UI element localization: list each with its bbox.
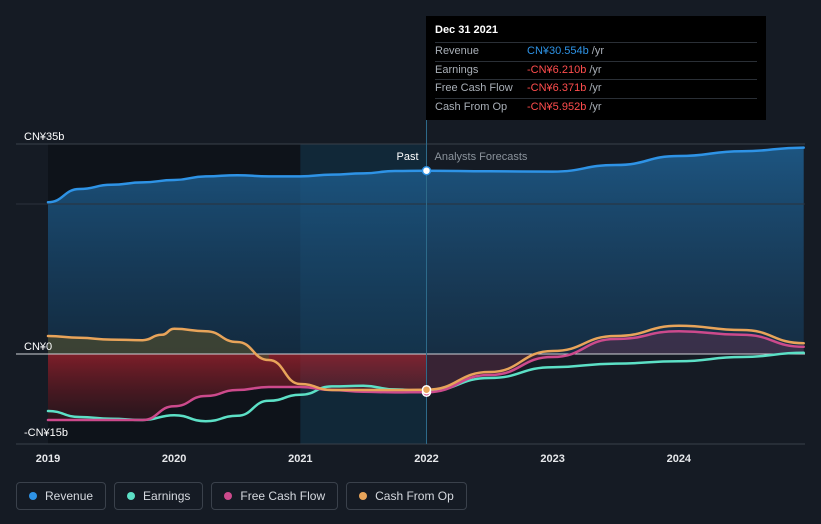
legend: Revenue Earnings Free Cash Flow Cash From O… (16, 482, 467, 510)
legend-label: Earnings (143, 489, 191, 503)
tooltip-row-unit: /yr (589, 63, 602, 76)
x-tick-label: 2021 (288, 453, 312, 465)
tooltip-row: Cash From Op -CN¥5.952b/yr (435, 97, 757, 117)
y-tick-label: CN¥0 (24, 341, 52, 353)
cfo-area (48, 328, 269, 360)
legend-label: Revenue (45, 489, 94, 503)
fcf-forecast-area (426, 331, 804, 393)
x-tick-label: 2019 (36, 453, 60, 465)
revenue-area (48, 147, 804, 354)
tooltip-row-unit: /yr (589, 100, 602, 113)
x-tick-label: 2023 (540, 453, 564, 465)
tooltip-row-value: -CN¥5.952b (527, 100, 587, 113)
loss-area (48, 354, 427, 420)
x-tick-label: 2022 (414, 453, 438, 465)
tooltip-row-value: CN¥30.554b (527, 45, 589, 57)
x-tick-label: 2024 (667, 453, 692, 465)
y-tick-label: CN¥35b (24, 131, 64, 143)
tooltip-row-name: Revenue (435, 45, 480, 57)
tooltip: Dec 31 2021 Revenue CN¥30.554b/yr Earnings… (426, 16, 766, 120)
tooltip-date: Dec 31 2021 (435, 24, 498, 36)
legend-item-revenue[interactable]: Revenue (16, 482, 107, 510)
tooltip-row: Free Cash Flow -CN¥6.371b/yr (435, 79, 757, 98)
tooltip-row: Revenue CN¥30.554b/yr (435, 42, 757, 61)
revenue-line (46, 146, 805, 204)
free-cash-flow-line (46, 329, 805, 422)
legend-label: Cash From Op (375, 489, 454, 503)
revenue-marker (421, 165, 432, 176)
legend-dot-icon (359, 492, 368, 500)
legend-item-earnings[interactable]: Earnings (114, 482, 204, 510)
tooltip-row-unit: /yr (589, 82, 602, 94)
tooltip-row-value: -CN¥6.371b (527, 82, 587, 94)
legend-item-free-cash-flow[interactable]: Free Cash Flow (211, 482, 339, 510)
cash-from-op-line (46, 324, 805, 392)
legend-dot-icon (29, 492, 37, 500)
x-tick-label: 2020 (162, 453, 186, 465)
tooltip-row-value: -CN¥6.210b (527, 63, 587, 76)
tooltip-row-name: Earnings (435, 63, 479, 76)
legend-label: Free Cash Flow (240, 489, 326, 503)
cash-from-op-marker (421, 384, 432, 395)
tooltip-row: Earnings -CN¥6.210b/yr (435, 60, 757, 80)
tooltip-row-name: Cash From Op (435, 100, 508, 113)
tooltip-row-unit: /yr (591, 45, 605, 57)
y-tick-label: -CN¥15b (24, 427, 68, 439)
region-forecast-label: Analysts Forecasts (435, 151, 528, 163)
region-past-label: Past (396, 151, 418, 163)
legend-dot-icon (127, 492, 136, 500)
tooltip-row-name: Free Cash Flow (435, 82, 513, 94)
legend-dot-icon (224, 492, 233, 500)
legend-item-cash-from-op[interactable]: Cash From Op (346, 482, 467, 510)
